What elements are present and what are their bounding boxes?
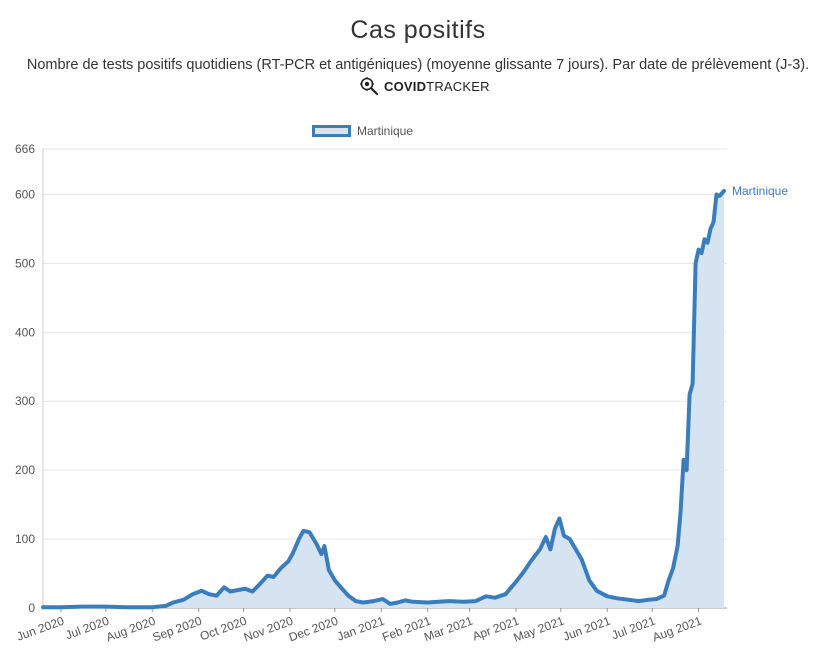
y-tick-label: 500 bbox=[15, 256, 35, 270]
x-tick-label: Sep 2020 bbox=[151, 614, 204, 645]
x-tick-label: Jun 2020 bbox=[15, 614, 66, 644]
y-axis: 0 100 200 300 400 500 600 666 bbox=[15, 142, 44, 615]
y-tick-label: 100 bbox=[15, 532, 35, 546]
series-martinique: Martinique bbox=[41, 184, 788, 610]
x-tick-label: Aug 2021 bbox=[651, 614, 704, 645]
chart-subtitle: Nombre de tests positifs quotidiens (RT-… bbox=[26, 57, 810, 73]
x-tick-label: Nov 2020 bbox=[242, 614, 295, 645]
x-tick-label: Jun 2021 bbox=[561, 614, 612, 644]
x-tick-label: May 2021 bbox=[512, 614, 567, 645]
y-tick-label: 200 bbox=[15, 463, 35, 477]
x-tick-label: Oct 2020 bbox=[198, 614, 249, 644]
x-tick-label: Mar 2021 bbox=[422, 614, 475, 645]
brand-name: COVIDTRACKER bbox=[384, 78, 490, 94]
series-end-label: Martinique bbox=[732, 184, 788, 198]
x-tick-label: Jul 2021 bbox=[610, 614, 658, 643]
chart-title: Cas positifs bbox=[350, 16, 486, 44]
virus-magnifier-icon bbox=[360, 77, 379, 96]
legend-label: Martinique bbox=[357, 124, 414, 138]
x-tick-label: Aug 2020 bbox=[104, 614, 157, 645]
legend-swatch bbox=[312, 125, 351, 137]
y-tick-label: 600 bbox=[15, 187, 35, 201]
x-tick-label: Jul 2020 bbox=[63, 614, 111, 643]
x-tick-label: Jan 2021 bbox=[335, 614, 386, 644]
chart-legend[interactable]: Martinique bbox=[312, 124, 413, 138]
y-tick-label: 666 bbox=[15, 142, 35, 156]
series-line[interactable] bbox=[41, 189, 726, 610]
series-area bbox=[43, 191, 724, 608]
x-tick-label: Dec 2020 bbox=[287, 614, 340, 645]
y-tick-label: 0 bbox=[28, 601, 35, 615]
y-tick-label: 400 bbox=[15, 325, 35, 339]
y-tick-label: 300 bbox=[15, 394, 35, 408]
brand-logo[interactable]: COVIDTRACKER bbox=[359, 76, 490, 96]
gridlines bbox=[43, 148, 727, 609]
